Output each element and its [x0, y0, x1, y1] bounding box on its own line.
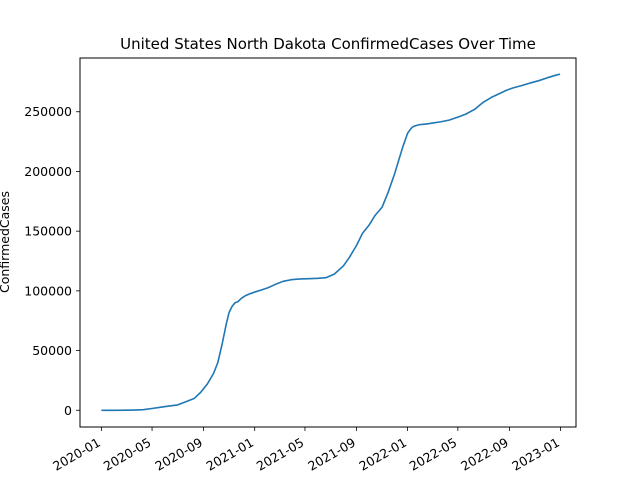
x-tick-label-4: 2021-05	[254, 435, 307, 474]
x-tick-label-9: 2023-01	[509, 435, 562, 474]
x-tick-label-1: 2020-05	[101, 435, 154, 474]
y-tick-label-1: 50000	[32, 343, 72, 358]
y-tick-label-0: 0	[64, 403, 72, 418]
x-tick-label-2: 2020-09	[152, 435, 205, 474]
y-tick-label-2: 100000	[24, 283, 72, 298]
x-tick-label-5: 2021-09	[305, 435, 358, 474]
axes-frame	[79, 57, 577, 428]
series-line-0	[101, 73, 561, 412]
plot-area: 0500001000001500002000002500002020-01202…	[24, 57, 577, 474]
y-tick-label-4: 200000	[24, 164, 72, 179]
x-tick-label-6: 2022-01	[356, 435, 409, 474]
y-axis-label: ConfirmedCases	[0, 191, 12, 293]
x-tick-label-0: 2020-01	[50, 435, 103, 474]
chart-title: United States North Dakota ConfirmedCase…	[120, 35, 536, 53]
x-tick-label-3: 2021-01	[203, 435, 256, 474]
x-tick-label-8: 2022-09	[458, 435, 511, 474]
y-tick-label-5: 250000	[24, 104, 72, 119]
y-tick-label-3: 150000	[24, 224, 72, 239]
x-tick-label-7: 2022-05	[407, 435, 460, 474]
